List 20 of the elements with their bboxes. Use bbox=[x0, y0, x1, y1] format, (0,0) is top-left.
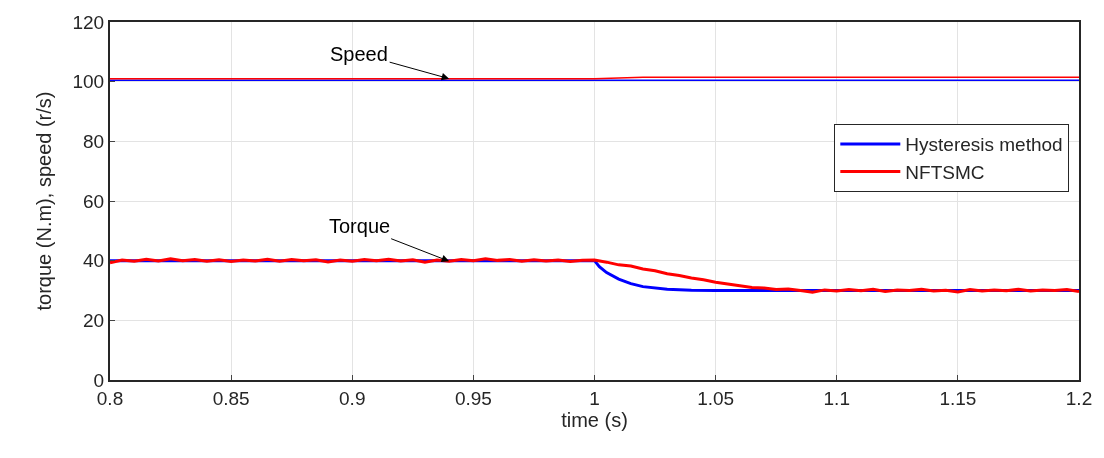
y-tick-label: 40 bbox=[83, 250, 105, 272]
x-tick-label: 1.1 bbox=[823, 387, 850, 409]
y-tick-label: 60 bbox=[83, 190, 105, 212]
x-tick-label: 1.05 bbox=[697, 387, 735, 409]
x-tick-label: 0.9 bbox=[339, 387, 366, 409]
legend-label: Hysteresis method bbox=[905, 134, 1063, 156]
annotation: Speed bbox=[330, 43, 388, 65]
x-axis-title: time (s) bbox=[561, 408, 628, 431]
x-tick-label: 0.95 bbox=[454, 387, 492, 409]
x-tick-label: 1 bbox=[589, 387, 600, 409]
x-tick-label: 1.15 bbox=[939, 387, 977, 409]
x-tick-label: 1.2 bbox=[1065, 387, 1093, 409]
y-tick-label: 20 bbox=[83, 309, 105, 331]
legend-label: NFTSMC bbox=[905, 162, 985, 183]
y-axis-title: torque (N.m), speed (r/s) bbox=[33, 91, 56, 311]
annotation: Torque bbox=[329, 215, 391, 237]
y-tick-label: 120 bbox=[72, 11, 105, 33]
x-tick-label: 0.85 bbox=[212, 387, 250, 409]
y-tick-label: 100 bbox=[72, 71, 105, 93]
y-tick-label: 80 bbox=[83, 130, 105, 152]
